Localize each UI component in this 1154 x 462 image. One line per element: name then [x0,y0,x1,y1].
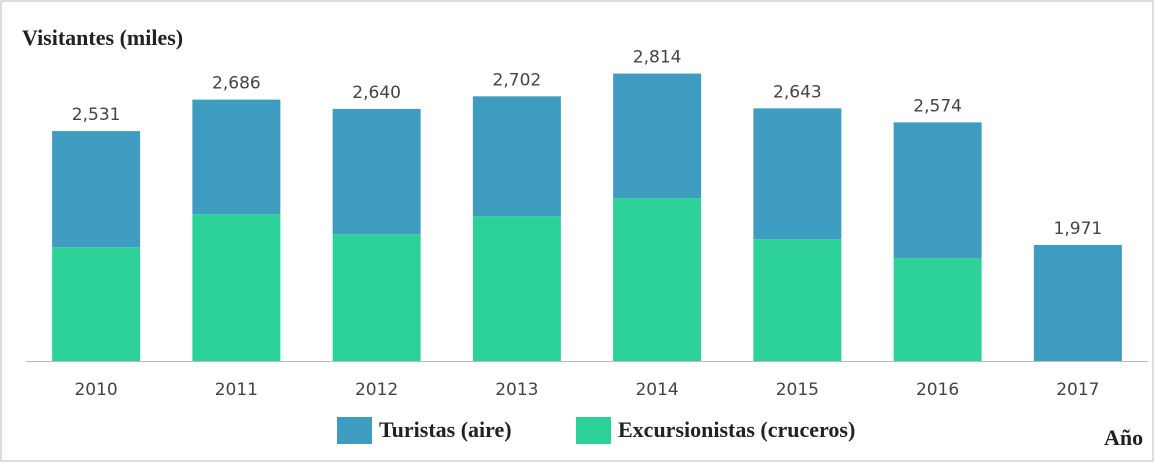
x-tick-label: 2011 [215,380,258,400]
x-tick-label: 2012 [355,380,398,400]
x-tick-label: 2013 [495,380,538,400]
bar-segment [1033,244,1122,361]
total-label: 2,643 [773,82,822,102]
bar-segment [753,108,842,240]
x-tick-label: 2015 [776,380,819,400]
chart-title: Visitantes (miles) [22,25,183,50]
bar-segment [893,122,982,259]
x-tick-label: 2010 [74,380,117,400]
total-label: 2,640 [352,83,401,103]
total-label: 2,531 [72,105,121,125]
legend-swatch [337,417,372,444]
bar-segment [192,99,281,215]
bar-segment [753,239,842,361]
legend-swatch [576,417,611,444]
bar-segment [192,214,281,361]
bar-segment [613,73,702,199]
x-tick-label: 2017 [1056,380,1099,400]
legend-label: Excursionistas (cruceros) [618,417,855,442]
total-label: 2,702 [493,70,542,90]
total-label: 2,574 [913,96,962,116]
bar-segment [52,131,141,248]
x-tick-label: 2014 [635,380,678,400]
bar-segment [52,247,141,361]
legend-label: Turistas (aire) [379,417,512,442]
bar-segment [613,198,702,361]
bar-segment [332,234,421,361]
total-label: 2,814 [633,48,682,68]
bar-segment [332,108,421,235]
total-label: 2,686 [212,74,261,94]
bar-segment [472,96,561,217]
bar-segment [893,258,982,361]
total-label: 1,971 [1054,219,1103,239]
x-tick-label: 2016 [916,380,959,400]
x-axis-label: Año [1104,425,1143,450]
bar-segment [472,216,561,361]
